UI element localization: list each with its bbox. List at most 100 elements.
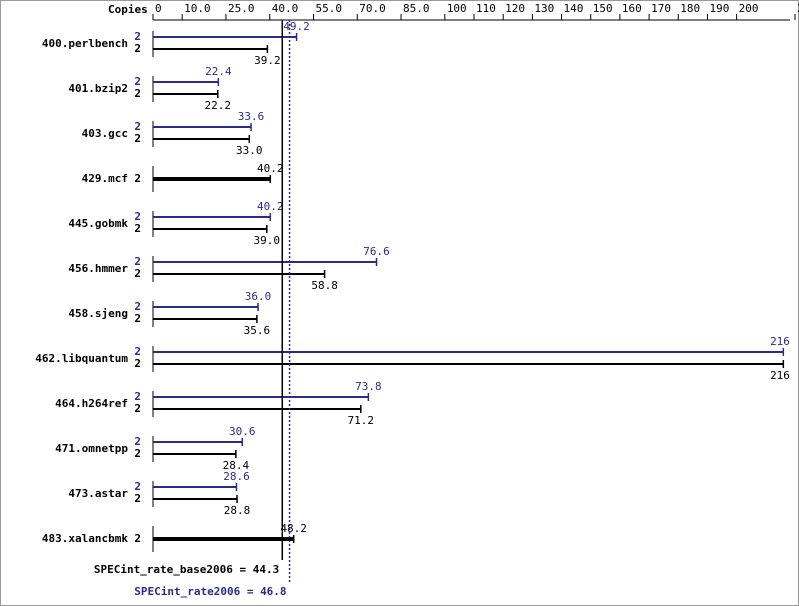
value-label: 22.4 (205, 65, 232, 78)
copies-label: 2 (134, 75, 141, 88)
copies-label: 2 (134, 255, 141, 268)
value-label: 216 (770, 369, 790, 382)
category-label: 445.gobmk (68, 217, 128, 230)
copies-label: 2 (134, 30, 141, 43)
category-label: 401.bzip2 (68, 82, 128, 95)
copies-label: 2 (134, 532, 141, 545)
category-label: 473.astar (68, 487, 128, 500)
reference-label: SPECint_rate2006 = 46.8 (134, 585, 286, 598)
x-tick-label: 0 (155, 2, 162, 15)
bar (153, 36, 297, 38)
x-tick-label: 160 (622, 2, 642, 15)
category-label: 464.h264ref (55, 397, 128, 410)
copies-label: 2 (134, 480, 141, 493)
category-label: 400.perlbench (42, 37, 128, 50)
bar (153, 306, 259, 308)
value-label: 28.6 (223, 470, 250, 483)
x-tick-label: 110 (476, 2, 496, 15)
category-label: 483.xalancbmk (42, 532, 128, 545)
value-label: 48.2 (280, 522, 307, 535)
category-label: 458.sjeng (68, 307, 128, 320)
copies-label: 2 (134, 222, 141, 235)
copies-label: 2 (134, 210, 141, 223)
bar (153, 126, 252, 128)
bar (153, 228, 267, 230)
bar (153, 81, 219, 83)
x-tick-label: 150 (593, 2, 613, 15)
bar (153, 441, 243, 443)
bar (153, 261, 377, 263)
x-tick-label: 190 (709, 2, 729, 15)
category-label: 429.mcf (82, 172, 128, 185)
value-label: 28.8 (224, 504, 251, 517)
value-label: 22.2 (205, 99, 232, 112)
copies-label: 2 (134, 300, 141, 313)
copies-label: 2 (134, 87, 141, 100)
value-label: 76.6 (363, 245, 390, 258)
x-tick-label: 140 (564, 2, 584, 15)
bar (153, 138, 250, 140)
x-tick-label: 120 (505, 2, 525, 15)
x-tick-label: 180 (680, 2, 700, 15)
value-label: 30.6 (229, 425, 256, 438)
bar (153, 177, 271, 181)
copies-label: 2 (134, 435, 141, 448)
value-label: 49.2 (283, 20, 310, 33)
reference-label: SPECint_rate_base2006 = 44.3 (94, 563, 279, 576)
value-label: 216 (770, 335, 790, 348)
value-label: 35.6 (244, 324, 271, 337)
bar (153, 486, 237, 488)
bar (153, 453, 236, 455)
category-label: 462.libquantum (35, 352, 128, 365)
value-label: 33.0 (236, 144, 263, 157)
x-tick-label: 25.0 (228, 2, 255, 15)
copies-label: 2 (134, 402, 141, 415)
copies-label: 2 (134, 390, 141, 403)
copies-label: 2 (134, 132, 141, 145)
category-label: 403.gcc (82, 127, 128, 140)
bar (153, 537, 294, 541)
x-tick-label: 200 (739, 2, 759, 15)
value-label: 33.6 (238, 110, 265, 123)
value-label: 71.2 (348, 414, 375, 427)
value-label: 73.8 (355, 380, 382, 393)
x-tick-label: 170 (651, 2, 671, 15)
copies-label: 2 (134, 312, 141, 325)
x-tick-label: 100 (447, 2, 467, 15)
copies-label: 2 (134, 120, 141, 133)
x-tick-label: 130 (534, 2, 554, 15)
copies-label: 2 (134, 447, 141, 460)
bar (153, 408, 361, 410)
bar (153, 363, 784, 365)
bar (153, 273, 325, 275)
x-tick-label: 220 (797, 2, 799, 15)
copies-label: 2 (134, 345, 141, 358)
x-tick-label: 85.0 (403, 2, 430, 15)
copies-label: 2 (134, 172, 141, 185)
value-label: 40.2 (257, 162, 284, 175)
category-label: 471.omnetpp (55, 442, 128, 455)
value-label: 39.2 (254, 54, 281, 67)
value-label: 39.0 (254, 234, 281, 247)
copies-label: 2 (134, 492, 141, 505)
x-tick-label: 40.0 (272, 2, 299, 15)
bar (153, 396, 369, 398)
copies-header: Copies (108, 3, 148, 16)
bar (153, 216, 271, 218)
value-label: 40.2 (257, 200, 284, 213)
value-label: 36.0 (245, 290, 272, 303)
copies-label: 2 (134, 42, 141, 55)
x-tick-label: 10.0 (184, 2, 211, 15)
bar (153, 48, 268, 50)
value-label: 58.8 (311, 279, 338, 292)
category-label: 456.hmmer (68, 262, 128, 275)
bar (153, 351, 784, 353)
value-label: 28.4 (223, 459, 250, 472)
bar (153, 318, 257, 320)
x-tick-label: 55.0 (316, 2, 343, 15)
copies-label: 2 (134, 357, 141, 370)
bar (153, 498, 238, 500)
x-tick-label: 70.0 (359, 2, 386, 15)
